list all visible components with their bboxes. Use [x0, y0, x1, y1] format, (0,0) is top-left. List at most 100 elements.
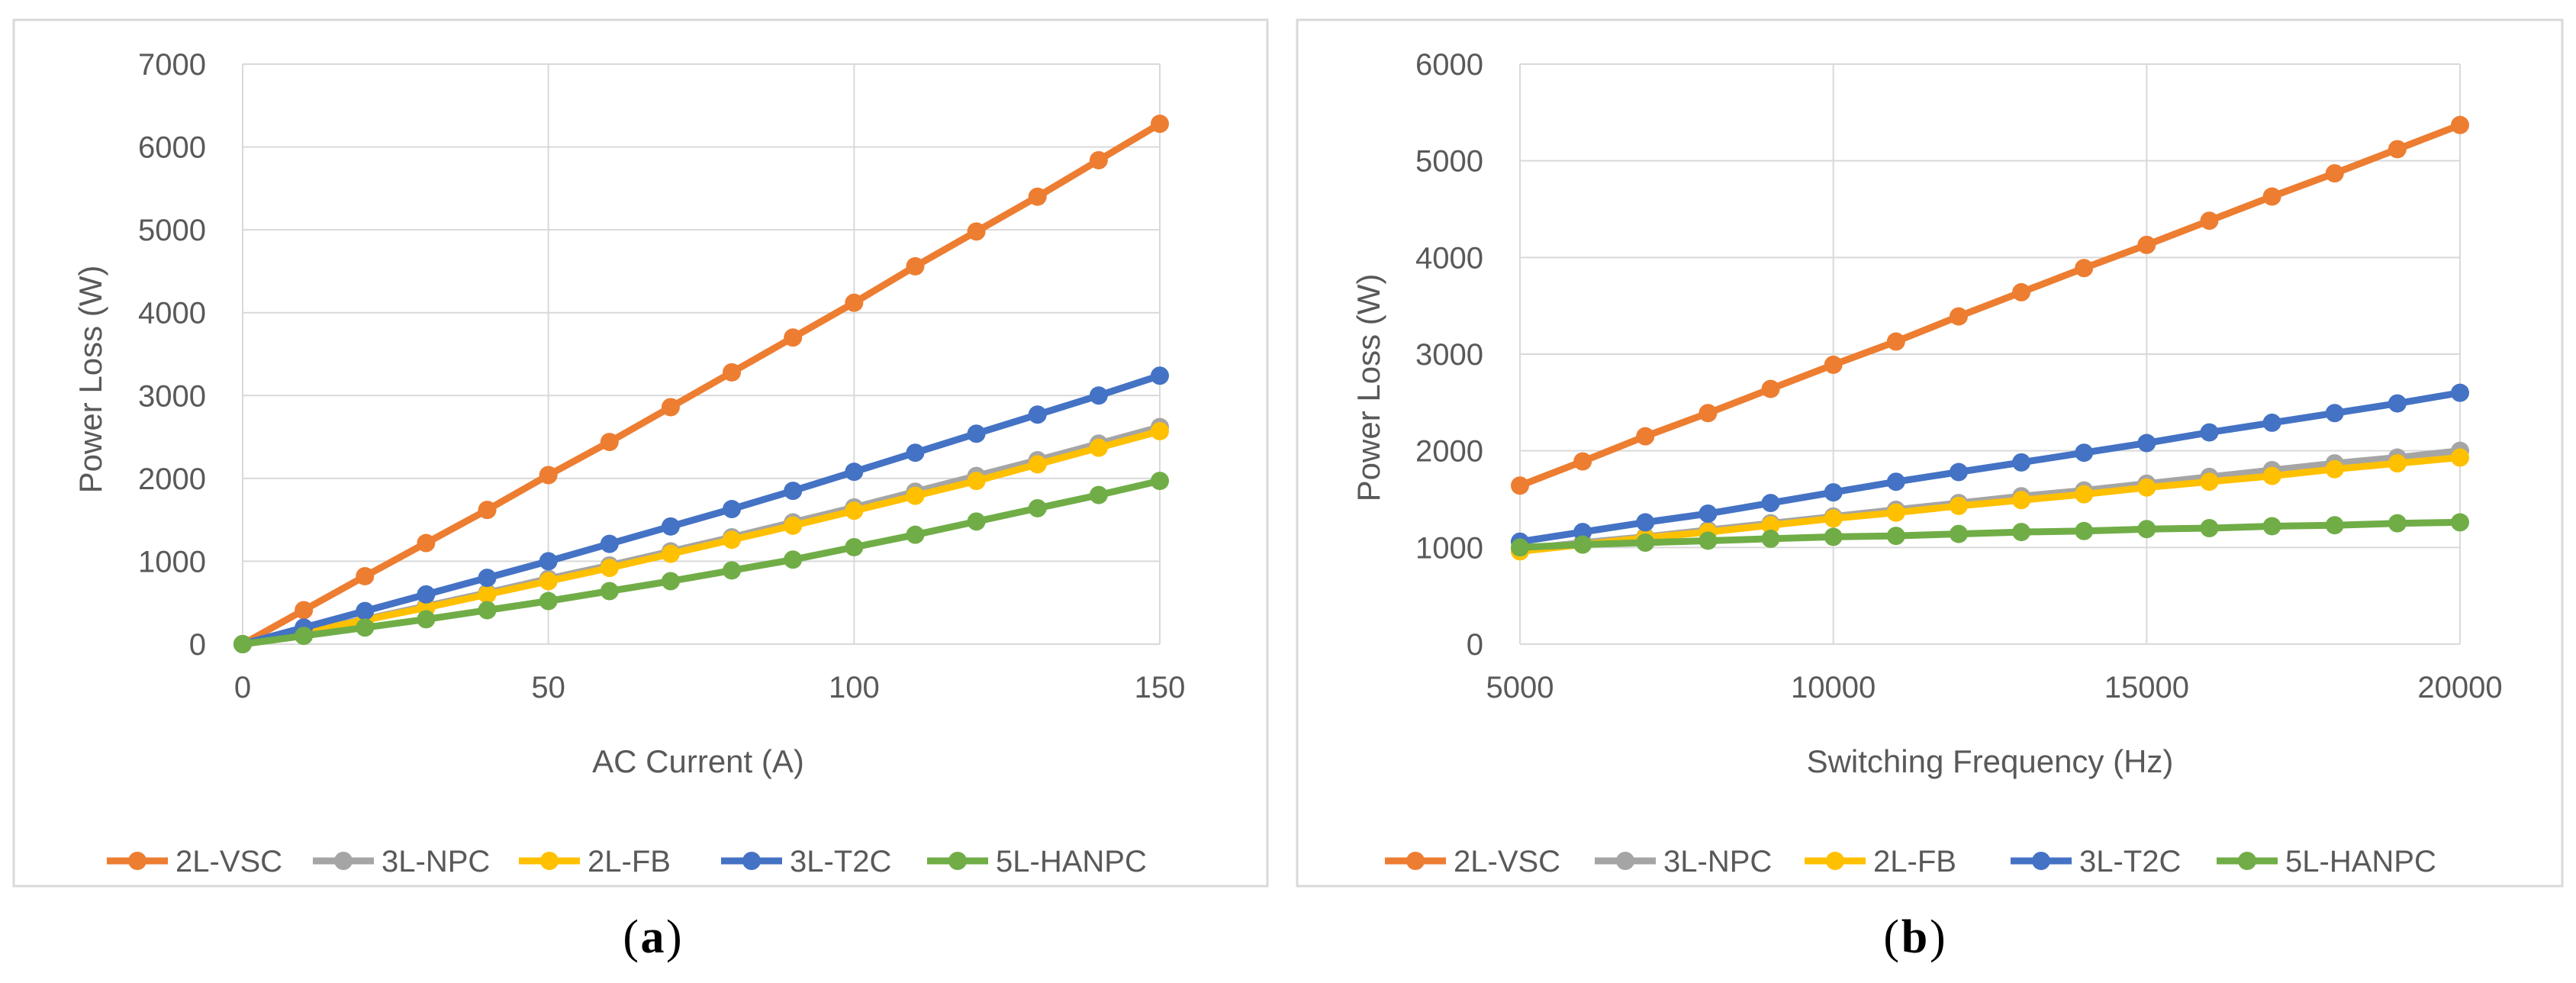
- legend-label-3l-t2c: 3L-T2C: [2079, 845, 2181, 878]
- series-2l-fb: [1511, 448, 2469, 561]
- data-point-2l-fb: [2451, 448, 2469, 467]
- chart-b: 0 1000 2000 3000 4000 5000 6000 5000 10000 15000…: [1351, 48, 2503, 878]
- data-point-5l-hanpc: [233, 635, 252, 653]
- data-point-2l-vsc: [723, 363, 742, 382]
- legend-label-2l-fb: 2L-FB: [1873, 845, 1956, 878]
- legend-item-2l-fb: 2L-FB: [1805, 845, 1956, 878]
- data-point-2l-fb: [1151, 421, 1169, 440]
- data-point-5l-hanpc: [2012, 523, 2031, 542]
- data-point-2l-vsc: [295, 601, 314, 620]
- data-point-5l-hanpc: [723, 561, 742, 580]
- y-tick-label: 6000: [138, 131, 206, 165]
- data-point-2l-vsc: [2075, 259, 2094, 278]
- data-point-2l-vsc: [906, 256, 925, 276]
- data-point-5l-hanpc: [661, 572, 680, 591]
- data-point-5l-hanpc: [1573, 535, 1592, 554]
- data-point-5l-hanpc: [539, 591, 558, 611]
- legend-item-3l-t2c: 3L-T2C: [721, 845, 891, 878]
- data-point-3l-t2c: [539, 552, 558, 571]
- legend-label-5l-hanpc: 5L-HANPC: [2285, 845, 2436, 878]
- data-point-2l-fb: [1949, 496, 1968, 515]
- chart-b-y-axis-title: Power Loss (W): [1351, 274, 1386, 502]
- data-point-3l-t2c: [661, 517, 680, 536]
- data-point-5l-hanpc: [1886, 527, 1905, 546]
- legend-label-2l-vsc: 2L-VSC: [175, 845, 282, 878]
- data-point-2l-vsc: [1573, 452, 1592, 471]
- data-point-2l-fb: [2325, 459, 2344, 479]
- data-point-2l-vsc: [845, 293, 864, 312]
- chart-a-legend: 2L-VSC 3L-NPC 2L-FB 3L-T2C 5L-HANPC: [107, 845, 1147, 878]
- data-point-3l-t2c: [1699, 504, 1718, 523]
- series-5l-hanpc: [233, 472, 1169, 653]
- x-tick-label: 0: [234, 671, 251, 704]
- data-point-2l-fb: [1089, 438, 1108, 457]
- legend-label-3l-npc: 3L-NPC: [1663, 845, 1772, 878]
- y-tick-label: 0: [189, 628, 206, 662]
- svg-text:(: (: [623, 911, 639, 963]
- data-point-3l-t2c: [1151, 366, 1169, 385]
- data-point-2l-vsc: [784, 328, 803, 347]
- data-point-2l-vsc: [1636, 427, 1655, 446]
- data-point-2l-vsc: [1949, 307, 1968, 326]
- data-point-2l-vsc: [1824, 355, 1843, 374]
- legend-item-2l-vsc: 2L-VSC: [1385, 845, 1560, 878]
- data-point-2l-fb: [1028, 455, 1047, 474]
- data-point-2l-fb: [784, 516, 803, 535]
- data-point-3l-t2c: [1028, 405, 1047, 424]
- data-point-5l-hanpc: [1761, 529, 1780, 548]
- data-point-2l-fb: [906, 486, 925, 505]
- data-point-3l-t2c: [2451, 383, 2469, 402]
- series-line-2l-vsc: [1516, 121, 2464, 489]
- x-tick-label: 50: [531, 671, 565, 704]
- data-point-2l-fb: [723, 530, 742, 550]
- legend-marker-3l-npc: [334, 852, 353, 870]
- y-tick-label: 6000: [1415, 48, 1483, 82]
- data-point-2l-fb: [661, 544, 680, 563]
- data-point-2l-vsc: [2388, 140, 2407, 159]
- data-point-2l-vsc: [2325, 164, 2344, 183]
- data-point-3l-t2c: [600, 534, 619, 553]
- x-tick-label: 10000: [1791, 671, 1876, 704]
- data-point-5l-hanpc: [1151, 472, 1169, 491]
- data-point-2l-fb: [1886, 503, 1905, 522]
- data-point-2l-vsc: [2262, 187, 2281, 206]
- data-point-3l-t2c: [2388, 394, 2407, 413]
- legend-label-2l-fb: 2L-FB: [588, 845, 671, 878]
- data-point-5l-hanpc: [1028, 498, 1047, 517]
- data-point-5l-hanpc: [845, 537, 864, 556]
- data-point-5l-hanpc: [417, 610, 436, 629]
- data-point-5l-hanpc: [478, 601, 497, 620]
- y-tick-label: 4000: [138, 297, 206, 330]
- data-point-2l-vsc: [1028, 187, 1047, 206]
- data-point-2l-fb: [845, 501, 864, 521]
- y-tick-label: 2000: [1415, 435, 1483, 469]
- data-point-5l-hanpc: [784, 550, 803, 569]
- chart-a-series: [233, 114, 1169, 653]
- caption-a-letter: a: [641, 911, 665, 963]
- series-line-3l-t2c: [1516, 389, 2464, 546]
- data-point-2l-vsc: [1761, 379, 1780, 398]
- x-tick-label: 20000: [2417, 671, 2502, 704]
- chart-a-x-axis-title: AC Current (A): [592, 743, 804, 779]
- series-2l-vsc: [233, 114, 1169, 653]
- data-point-5l-hanpc: [2325, 516, 2344, 535]
- data-point-3l-t2c: [417, 585, 436, 604]
- series-line-5l-hanpc: [1516, 518, 2464, 551]
- data-point-2l-vsc: [2200, 211, 2219, 230]
- legend-marker-2l-vsc: [128, 852, 147, 870]
- legend-item-3l-npc: 3L-NPC: [1595, 845, 1772, 878]
- series-line-2l-vsc: [239, 120, 1164, 648]
- data-point-3l-t2c: [723, 500, 742, 519]
- legend-item-2l-fb: 2L-FB: [519, 845, 671, 878]
- series-5l-hanpc: [1511, 513, 2469, 557]
- data-point-2l-vsc: [478, 501, 497, 520]
- series-2l-vsc: [1511, 115, 2469, 495]
- data-point-3l-t2c: [2325, 404, 2344, 423]
- x-tick-label: 100: [829, 671, 880, 704]
- legend-label-2l-vsc: 2L-VSC: [1454, 845, 1560, 878]
- data-point-3l-t2c: [1886, 472, 1905, 492]
- y-tick-label: 1000: [1415, 531, 1483, 565]
- y-tick-label: 5000: [1415, 145, 1483, 179]
